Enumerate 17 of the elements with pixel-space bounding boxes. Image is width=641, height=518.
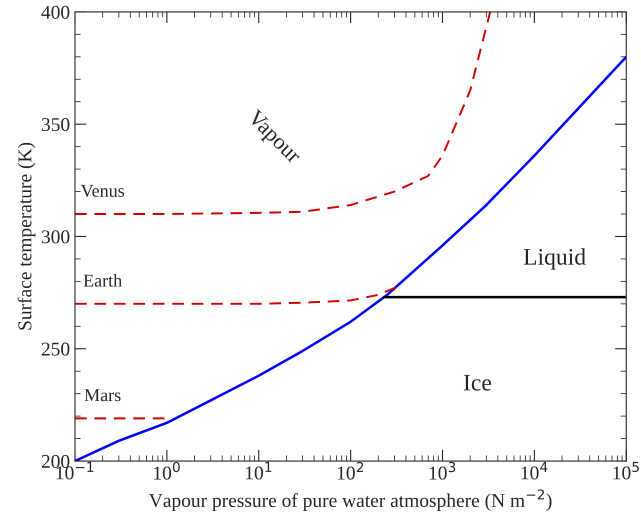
y-tick-label: 350	[42, 118, 70, 132]
x-tick-label: 10$^{5}$	[613, 462, 639, 480]
x-tick-label: 10$^{1}$	[246, 462, 272, 480]
annotation: Liquid	[524, 248, 586, 270]
series-label: Venus	[80, 184, 124, 197]
x-tick-label: 10$^{4}$	[522, 462, 548, 480]
x-tick-label: 10$^{0}$	[154, 462, 180, 480]
series-label: Earth	[84, 274, 122, 287]
series-label: Mars	[84, 389, 121, 402]
x-axis-title: Vapour pressure of pure water atmosphere (N m$^{−2}$)	[149, 489, 552, 512]
y-axis-title: Surface temperature (K)	[18, 142, 36, 330]
y-tick-label: 250	[42, 342, 70, 356]
y-tick-label: 400	[41, 6, 70, 19]
y-tick-label: 300	[42, 230, 70, 244]
x-tick-label: 10$^{2}$	[338, 462, 364, 480]
x-tick-label: 10$^{3}$	[430, 462, 456, 480]
annotation: Ice	[464, 374, 492, 391]
